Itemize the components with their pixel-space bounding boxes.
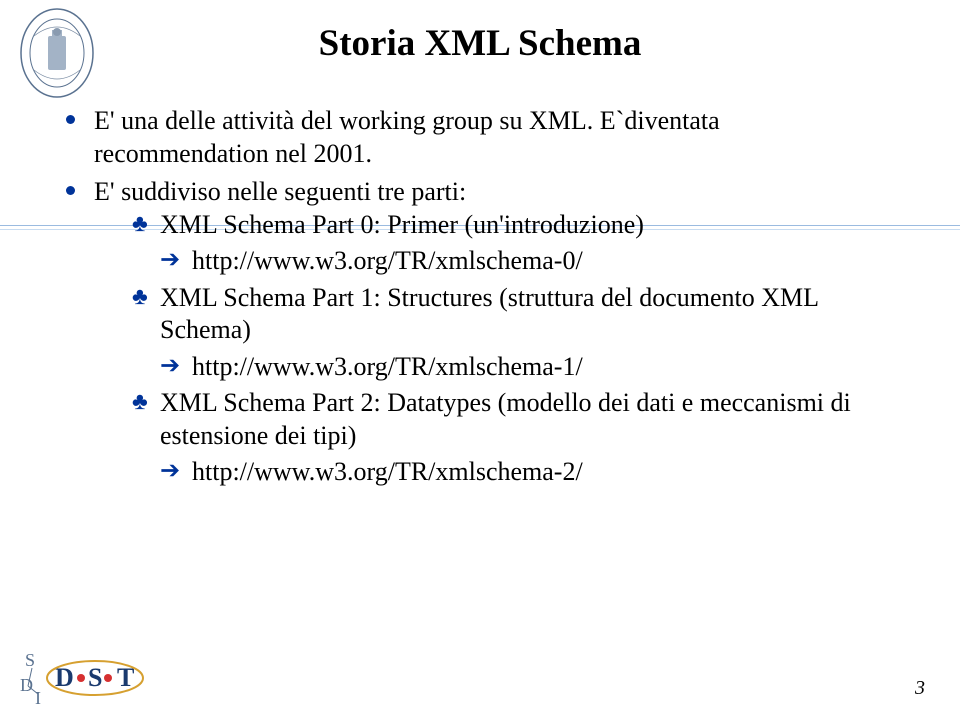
- svg-text:S: S: [88, 663, 102, 692]
- link-text: http://www.w3.org/TR/xmlschema-2/: [192, 457, 583, 486]
- slide-title: Storia XML Schema: [0, 22, 960, 65]
- bullet-text: E' una delle attività del working group …: [94, 106, 720, 168]
- arrow-icon: ➔: [160, 245, 180, 275]
- footer-logo: S D I D S T: [20, 646, 160, 706]
- bullet-item: E' una delle attività del working group …: [60, 105, 900, 170]
- club-icon: ♣: [132, 209, 148, 239]
- sub-bullet-item: ♣ XML Schema Part 1: Structures (struttu…: [128, 282, 900, 347]
- sub-bullet-item: ♣ XML Schema Part 2: Datatypes (modello …: [128, 387, 900, 452]
- link-text: http://www.w3.org/TR/xmlschema-0/: [192, 246, 583, 275]
- club-icon: ♣: [132, 387, 148, 417]
- bullet-item: E' suddiviso nelle seguenti tre parti: ♣…: [60, 176, 900, 489]
- svg-text:I: I: [35, 688, 41, 706]
- bullet-text: E' suddiviso nelle seguenti tre parti:: [94, 177, 466, 206]
- sub-bullet-text: XML Schema Part 1: Structures (struttura…: [160, 283, 818, 345]
- link-item: ➔ http://www.w3.org/TR/xmlschema-1/: [158, 351, 900, 384]
- slide-content: E' una delle attività del working group …: [60, 105, 900, 495]
- sub-bullet-text: XML Schema Part 0: Primer (un'introduzio…: [160, 210, 644, 239]
- link-item: ➔ http://www.w3.org/TR/xmlschema-2/: [158, 456, 900, 489]
- sub-bullet-item: ♣ XML Schema Part 0: Primer (un'introduz…: [128, 209, 900, 242]
- arrow-icon: ➔: [160, 351, 180, 381]
- link-text: http://www.w3.org/TR/xmlschema-1/: [192, 352, 583, 381]
- svg-text:D: D: [20, 675, 33, 695]
- svg-text:S: S: [25, 650, 35, 670]
- sub-bullet-text: XML Schema Part 2: Datatypes (modello de…: [160, 388, 851, 450]
- page-number: 3: [915, 677, 925, 700]
- club-icon: ♣: [132, 282, 148, 312]
- link-item: ➔ http://www.w3.org/TR/xmlschema-0/: [158, 245, 900, 278]
- arrow-icon: ➔: [160, 456, 180, 486]
